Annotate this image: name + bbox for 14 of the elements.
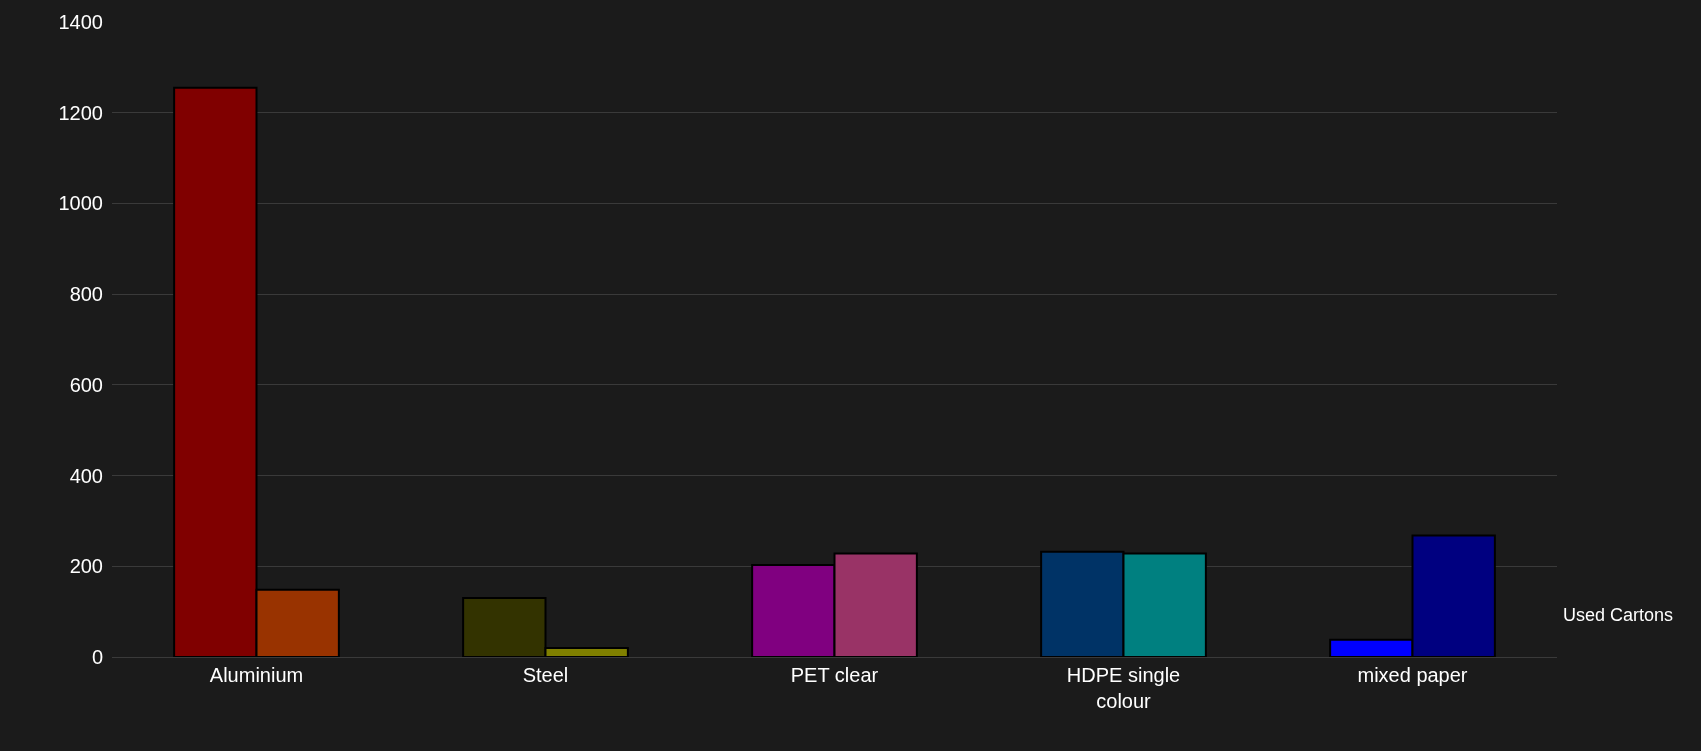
y-tick-label: 600 — [69, 373, 103, 396]
x-tick-label: HDPE single colour — [1066, 664, 1181, 712]
y-tick-label: 1000 — [58, 192, 103, 215]
y-tick-label: 1200 — [58, 101, 103, 124]
y-tick-label: 0 — [91, 646, 103, 668]
x-tick-label: mixed paper — [1357, 664, 1468, 686]
x-tick-label: PET clear — [790, 664, 879, 686]
x-tick-label: Aluminium — [209, 664, 304, 686]
y-tick-label: 400 — [69, 464, 103, 487]
text: Used Cartons — [1563, 605, 1674, 625]
x-tick-label: Steel — [522, 664, 569, 686]
y-tick-label: 200 — [69, 555, 103, 578]
y-tick-label: 1400 — [58, 11, 103, 33]
y-tick-label: 800 — [69, 283, 103, 306]
